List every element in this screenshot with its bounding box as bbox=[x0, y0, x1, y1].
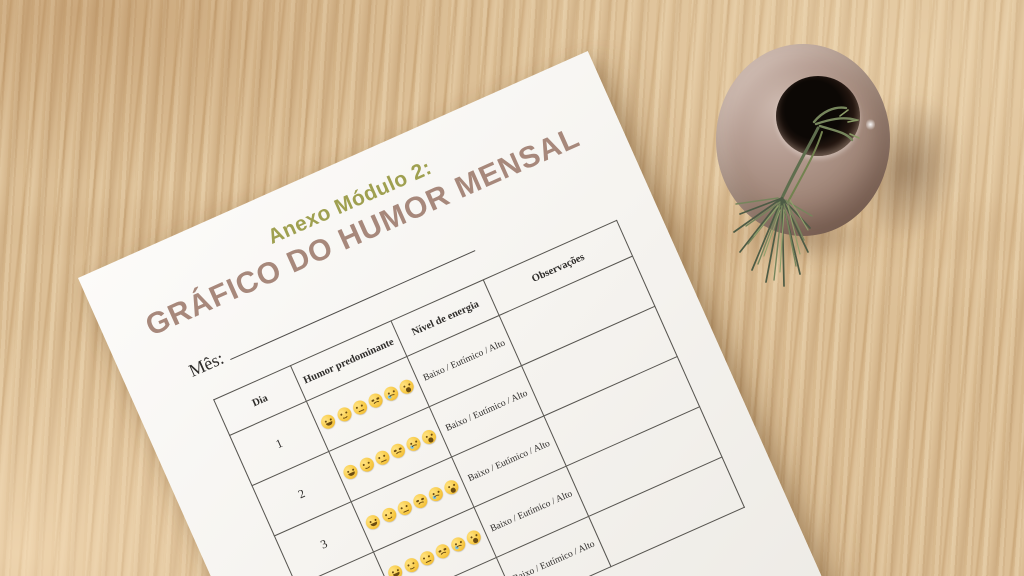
vase-opening bbox=[776, 76, 860, 156]
sad-open-mouth-face-icon bbox=[464, 528, 484, 547]
crying-face-icon bbox=[426, 485, 446, 504]
neutral-face-icon bbox=[350, 398, 370, 418]
smiling-face-icon bbox=[335, 405, 354, 425]
crying-face-icon bbox=[449, 535, 468, 554]
smiling-face-icon bbox=[402, 556, 421, 575]
grinning-face-icon bbox=[319, 412, 338, 432]
ceramic-vase bbox=[716, 44, 890, 236]
crying-face-icon bbox=[404, 434, 424, 454]
smiling-face-icon bbox=[379, 506, 399, 525]
sad-open-mouth-face-icon bbox=[442, 478, 462, 497]
sad-open-mouth-face-icon bbox=[420, 427, 439, 447]
smiling-face-icon bbox=[357, 455, 376, 475]
grinning-face-icon bbox=[386, 563, 405, 576]
vase-specular-highlight bbox=[866, 118, 875, 131]
grinning-face-icon bbox=[341, 462, 361, 482]
month-label: Mês: bbox=[185, 347, 227, 381]
neutral-face-icon bbox=[417, 549, 437, 568]
neutral-face-icon bbox=[395, 499, 414, 518]
frowning-face-icon bbox=[366, 391, 385, 411]
grinning-face-icon bbox=[364, 513, 383, 532]
frowning-face-icon bbox=[388, 441, 408, 461]
frowning-face-icon bbox=[411, 492, 430, 511]
crying-face-icon bbox=[382, 384, 401, 404]
sad-open-mouth-face-icon bbox=[397, 377, 417, 397]
frowning-face-icon bbox=[433, 542, 453, 561]
neutral-face-icon bbox=[373, 448, 392, 468]
